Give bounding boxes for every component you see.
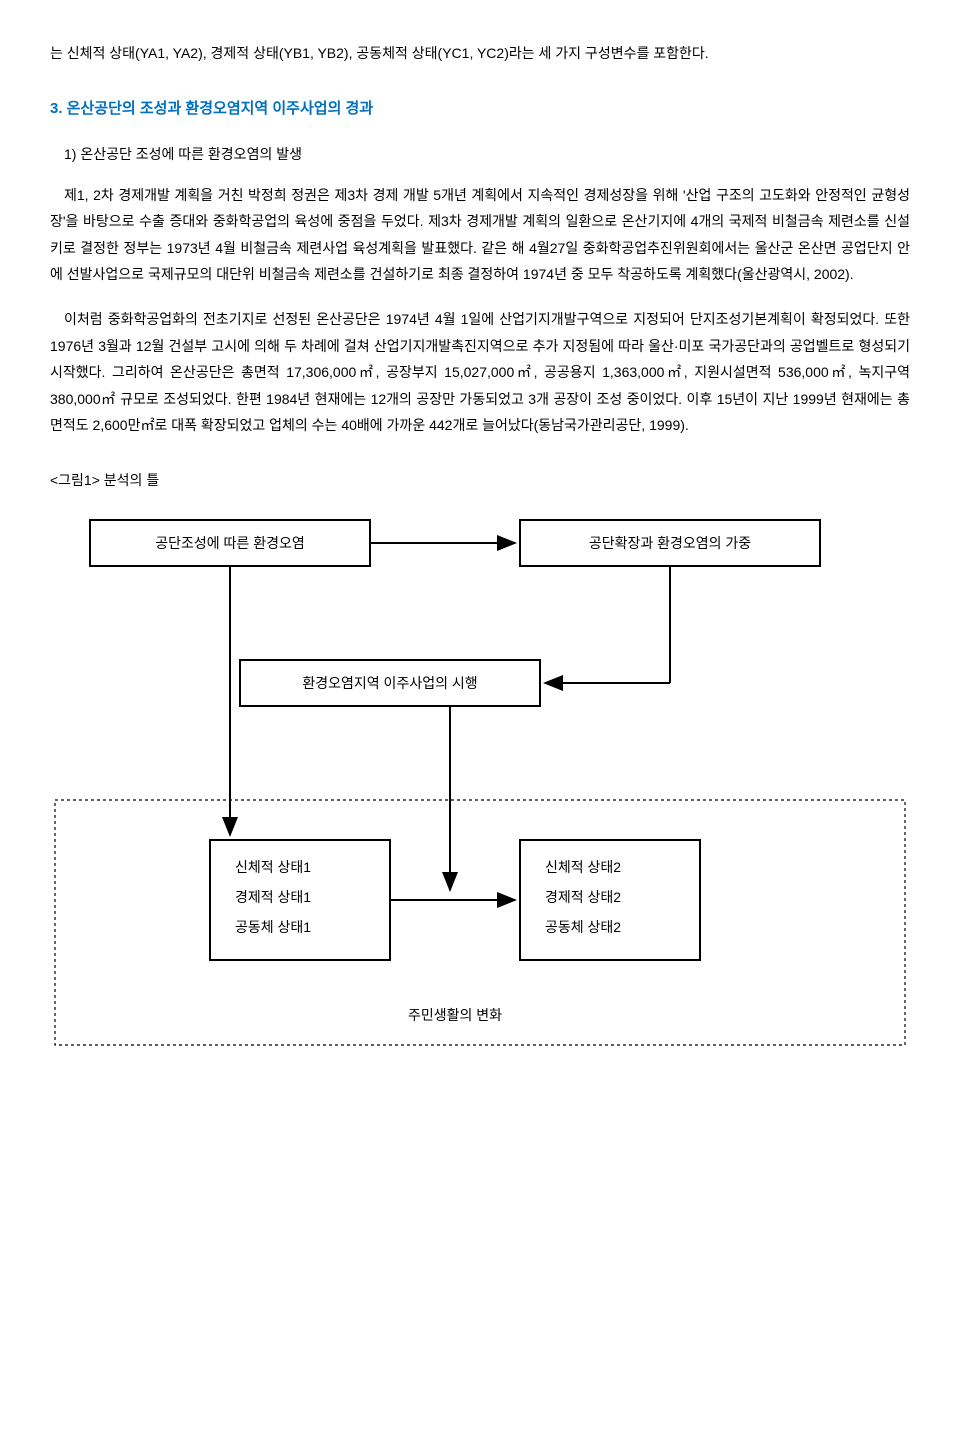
subsection-heading: 1) 온산공단 조성에 따른 환경오염의 발생	[64, 141, 910, 168]
body-paragraph-2: 이처럼 중화학공업화의 전초기지로 선정된 온산공단은 1974년 4월 1일에…	[50, 306, 910, 439]
intro-paragraph: 는 신체적 상태(YA1, YA2), 경제적 상태(YB1, YB2), 공동…	[50, 40, 910, 67]
left-line-2: 경제적 상태1	[235, 889, 311, 905]
analysis-framework-diagram: 공단조성에 따른 환경오염 공단확장과 환경오염의 가중 환경오염지역 이주사업…	[50, 510, 910, 1050]
figure-label: <그림1> 분석의 틀	[50, 467, 910, 494]
right-line-1: 신체적 상태2	[545, 859, 621, 875]
node-text-1: 공단조성에 따른 환경오염	[155, 535, 304, 551]
bottom-label: 주민생활의 변화	[408, 1007, 502, 1023]
left-line-3: 공동체 상태1	[235, 919, 311, 935]
body-paragraph-1: 제1, 2차 경제개발 계획을 거친 박정희 정권은 제3차 경제 개발 5개년…	[50, 182, 910, 288]
node-text-3: 환경오염지역 이주사업의 시행	[302, 675, 477, 691]
section-heading: 3. 온산공단의 조성과 환경오염지역 이주사업의 경과	[50, 95, 910, 124]
left-line-1: 신체적 상태1	[235, 859, 311, 875]
node-text-2: 공단확장과 환경오염의 가중	[589, 535, 751, 551]
right-line-3: 공동체 상태2	[545, 919, 621, 935]
right-line-2: 경제적 상태2	[545, 889, 621, 905]
